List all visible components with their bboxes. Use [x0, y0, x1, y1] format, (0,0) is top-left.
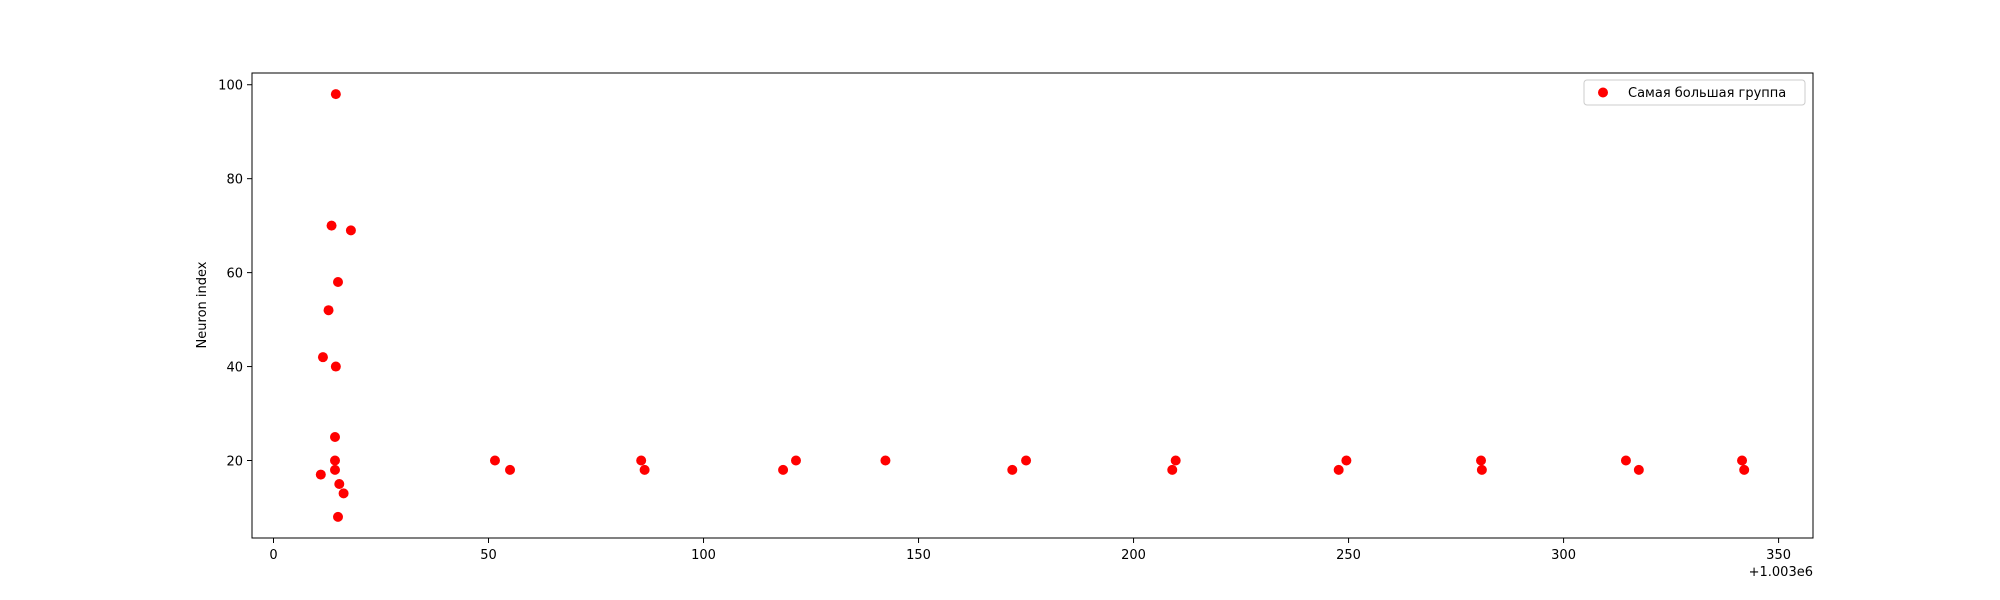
data-point	[329, 464, 340, 475]
data-point	[330, 361, 341, 372]
data-point	[1737, 455, 1748, 466]
data-point	[330, 89, 341, 100]
legend-label: Самая большая группа	[1628, 86, 1786, 101]
data-point	[1021, 455, 1032, 466]
y-tick-label: 40	[226, 361, 243, 376]
x-tick-label: 300	[1551, 548, 1576, 563]
y-tick-label: 100	[218, 79, 243, 94]
legend: Самая большая группа	[1583, 79, 1806, 106]
y-tick-label: 20	[226, 455, 243, 470]
data-point	[333, 511, 344, 522]
x-tick-label: 100	[691, 548, 716, 563]
x-tick-label: 350	[1766, 548, 1791, 563]
y-tick-label: 60	[226, 267, 243, 282]
y-axis-label: Neuron index	[195, 261, 210, 348]
x-tick-label: 200	[1121, 548, 1146, 563]
data-point	[790, 455, 801, 466]
data-point	[1476, 455, 1487, 466]
data-point	[334, 478, 345, 489]
x-tick-label: 50	[480, 548, 497, 563]
y-axis: 20 40 60 80 100	[218, 79, 252, 470]
data-point	[636, 455, 647, 466]
data-point	[329, 432, 340, 443]
data-point	[333, 277, 344, 288]
data-point	[1739, 464, 1750, 475]
data-point	[880, 455, 891, 466]
data-point	[639, 464, 650, 475]
data-point	[1341, 455, 1352, 466]
data-point	[345, 225, 356, 236]
data-point	[326, 220, 337, 231]
x-axis: 0 50 100 150 200 250 300 350	[269, 538, 1791, 563]
data-points	[315, 89, 1750, 522]
data-point	[778, 464, 789, 475]
data-point	[1170, 455, 1181, 466]
data-point	[1007, 464, 1018, 475]
x-axis-offset-label: +1.003e6	[1749, 565, 1813, 580]
plot-area	[251, 72, 1814, 539]
data-point	[489, 455, 500, 466]
data-point	[317, 352, 328, 363]
y-tick-label: 80	[226, 173, 243, 188]
data-point	[505, 464, 516, 475]
data-point	[1620, 455, 1631, 466]
x-tick-label: 250	[1336, 548, 1361, 563]
data-point	[1167, 464, 1178, 475]
data-point	[329, 455, 340, 466]
legend-box	[1583, 79, 1806, 106]
data-point	[315, 469, 326, 480]
data-point	[1476, 464, 1487, 475]
legend-marker	[1598, 87, 1608, 98]
x-tick-label: 0	[269, 548, 277, 563]
data-point	[1333, 464, 1344, 475]
data-point	[1633, 464, 1644, 475]
data-point	[338, 488, 349, 499]
x-tick-label: 150	[906, 548, 931, 563]
data-point	[323, 305, 334, 316]
